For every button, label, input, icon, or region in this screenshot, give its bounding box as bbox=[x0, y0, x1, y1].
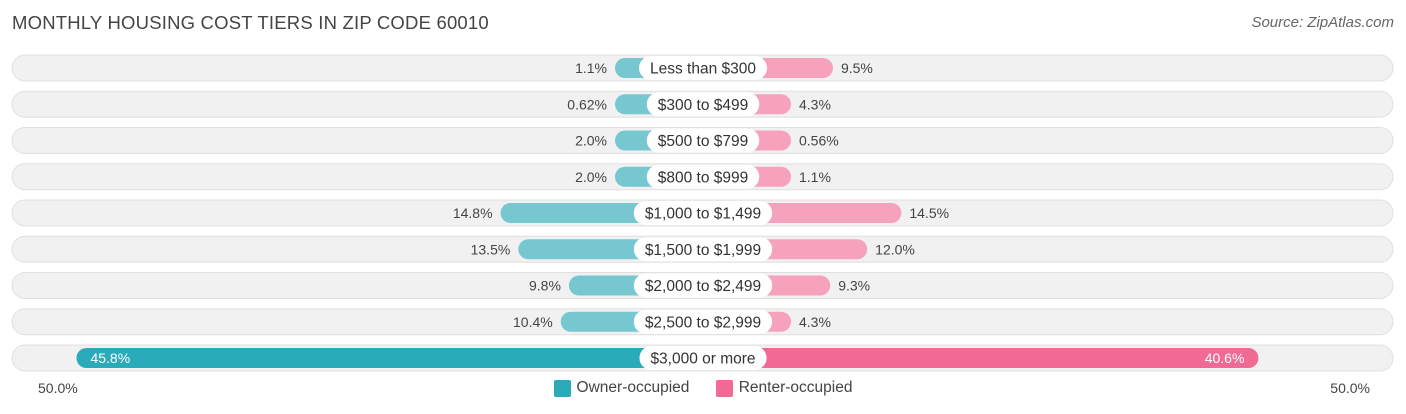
category-pill bbox=[638, 56, 768, 80]
axis-left-label: 50.0% bbox=[38, 380, 78, 396]
owner-value-label: 9.8% bbox=[529, 278, 561, 294]
category-label: Less than $300 bbox=[650, 61, 756, 78]
renter-value-label: 4.3% bbox=[799, 96, 831, 112]
category-label: $1,500 to $1,999 bbox=[645, 242, 761, 259]
diverging-bar-chart: Less than $300 1.1% 9.5% $300 to $499 0.62% 4… bbox=[11, 54, 1394, 372]
owner-value-label: 2.0% bbox=[575, 133, 607, 149]
renter-value-label: 12.0% bbox=[875, 241, 915, 257]
category-label: $2,000 to $2,499 bbox=[645, 278, 761, 295]
source-note: Source: ZipAtlas.com bbox=[1251, 14, 1394, 31]
owner-bar bbox=[76, 348, 704, 368]
renter-value-label: 40.6% bbox=[1205, 350, 1245, 366]
renter-value-label: 0.56% bbox=[799, 133, 839, 149]
category-pill bbox=[639, 346, 767, 370]
renter-value-label: 4.3% bbox=[799, 314, 831, 330]
axis-right-label: 50.0% bbox=[1330, 380, 1370, 396]
owner-value-label: 13.5% bbox=[471, 241, 511, 257]
category-pill bbox=[633, 309, 773, 334]
owner-value-label: 2.0% bbox=[575, 169, 607, 185]
owner-value-label: 10.4% bbox=[513, 314, 553, 330]
legend-renter: Renter-occupied bbox=[715, 379, 853, 397]
category-pill bbox=[633, 201, 773, 225]
owner-value-label: 14.8% bbox=[453, 205, 493, 221]
category-label: $2,500 to $2,999 bbox=[645, 314, 761, 331]
category-pill bbox=[646, 128, 760, 153]
category-pill bbox=[646, 92, 760, 117]
legend-owner-label: Owner-occupied bbox=[576, 379, 690, 396]
owner-value-label: 45.8% bbox=[90, 350, 130, 366]
renter-bar bbox=[703, 348, 1259, 368]
legend-renter-label: Renter-occupied bbox=[738, 379, 853, 396]
category-label: $800 to $999 bbox=[658, 169, 749, 186]
legend-renter-swatch bbox=[715, 379, 733, 397]
category-label: $500 to $799 bbox=[658, 133, 749, 150]
renter-value-label: 9.5% bbox=[841, 60, 873, 76]
chart-title: MONTHLY HOUSING COST TIERS IN ZIP CODE 6… bbox=[12, 12, 489, 33]
legend-owner-swatch bbox=[553, 379, 571, 397]
renter-value-label: 9.3% bbox=[838, 278, 870, 294]
category-label: $1,000 to $1,499 bbox=[645, 206, 761, 223]
category-label: $3,000 or more bbox=[650, 351, 755, 368]
renter-value-label: 14.5% bbox=[909, 205, 949, 221]
renter-value-label: 1.1% bbox=[799, 169, 831, 185]
legend: Owner-occupied Renter-occupied bbox=[0, 379, 1406, 402]
legend-owner: Owner-occupied bbox=[553, 379, 690, 397]
category-pill bbox=[633, 273, 773, 298]
owner-value-label: 1.1% bbox=[575, 60, 607, 76]
category-pill bbox=[646, 164, 760, 189]
category-pill bbox=[633, 237, 773, 262]
owner-value-label: 0.62% bbox=[567, 96, 607, 112]
category-label: $300 to $499 bbox=[658, 97, 749, 114]
